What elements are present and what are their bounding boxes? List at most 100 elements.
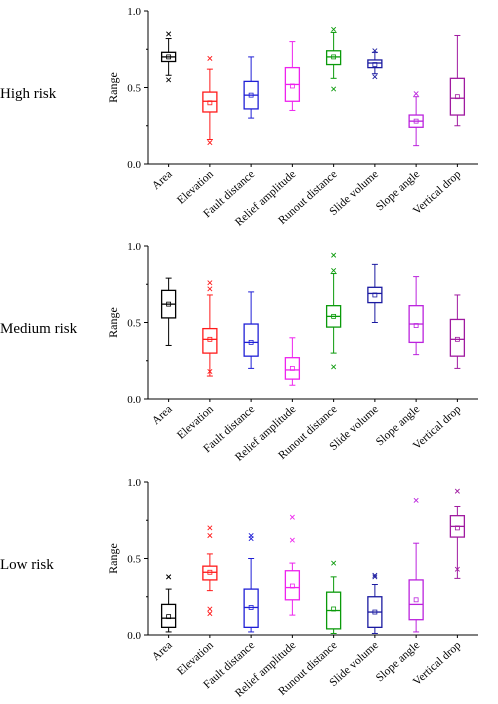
outlier-marker: [372, 74, 378, 80]
y-tick-label: 0.0: [127, 630, 141, 642]
mean-marker: [331, 313, 337, 319]
mean-marker: [166, 614, 172, 620]
outlier-marker: [207, 533, 213, 539]
iqr-box: [284, 357, 301, 380]
x-tick-label: Elevation: [175, 168, 216, 207]
outlier-stroke: [331, 86, 337, 92]
mean-marker: [413, 323, 419, 328]
outlier-marker: [372, 574, 378, 580]
outlier-marker: [289, 514, 295, 520]
outlier-marker: [331, 26, 337, 32]
mean-marker: [248, 339, 254, 345]
outlier-marker: [166, 31, 172, 37]
outlier-stroke: [331, 26, 337, 32]
outlier-stroke: [207, 368, 213, 374]
outlier-stroke: [331, 267, 337, 273]
mean-marker: [289, 83, 295, 89]
y-tick-label: 1.0: [127, 477, 141, 489]
outlier-stroke: [207, 55, 213, 61]
box-slide-volume: [367, 572, 383, 634]
box-fault-distance: [243, 56, 259, 119]
outlier-marker: [207, 140, 213, 146]
box-slope-angle: [408, 91, 424, 147]
mean-marker: [207, 569, 213, 575]
outlier-stroke: [207, 611, 213, 617]
box-vertical-drop: [449, 294, 466, 369]
outlier-stroke: [372, 574, 378, 580]
box-elevation: [202, 55, 218, 146]
box-elevation: [202, 280, 218, 377]
iqr-box: [202, 565, 218, 581]
y-tick-label: 1.0: [127, 6, 141, 18]
mean-marker: [207, 100, 213, 106]
outlier-stroke: [413, 497, 419, 503]
y-tick-label: 1.0: [127, 241, 141, 253]
mean-marker: [248, 92, 254, 98]
outlier-stroke: [248, 536, 254, 542]
outlier-stroke: [372, 48, 378, 54]
panel-label-high-risk: High risk: [0, 86, 57, 102]
mean-marker: [413, 118, 419, 124]
iqr-box: [449, 77, 466, 116]
outlier-stroke: [331, 364, 337, 370]
x-tick-label: Area: [150, 168, 175, 192]
x-tick-label: Area: [150, 639, 175, 663]
mean-marker: [372, 62, 378, 67]
box-elevation: [202, 525, 218, 617]
box-area: [160, 277, 177, 346]
outlier-marker: [289, 537, 295, 543]
outlier-marker: [372, 48, 378, 54]
outlier-marker: [331, 267, 337, 273]
mean-marker: [454, 94, 460, 100]
y-tick-label: 0.5: [127, 318, 141, 330]
box-runout-distance: [325, 560, 342, 634]
box-fault-distance: [243, 533, 259, 633]
outlier-stroke: [207, 140, 213, 146]
outlier-stroke: [372, 74, 378, 80]
outlier-stroke: [207, 533, 213, 539]
iqr-box: [449, 318, 466, 357]
mean-marker: [207, 336, 213, 342]
outlier-marker: [166, 574, 172, 580]
iqr-box: [408, 579, 424, 621]
box-slide-volume: [367, 263, 383, 323]
y-tick-label: 0.0: [127, 394, 141, 406]
outlier-marker: [331, 86, 337, 92]
mean-marker: [372, 609, 378, 615]
x-tick-label: Elevation: [175, 639, 216, 678]
iqr-box: [367, 286, 383, 304]
outlier-marker: [207, 611, 213, 617]
mean-marker: [454, 336, 460, 342]
outlier-stroke: [331, 252, 337, 258]
outlier-marker: [454, 566, 460, 572]
box-area: [160, 31, 177, 83]
outlier-stroke: [207, 286, 213, 292]
iqr-box: [325, 50, 342, 66]
box-slope-angle: [408, 276, 424, 356]
x-tick-label: Elevation: [175, 403, 216, 442]
outlier-marker: [454, 488, 460, 494]
outlier-stroke: [166, 77, 172, 83]
mean-marker: [248, 605, 254, 610]
x-tick-label: Area: [150, 403, 175, 427]
outlier-stroke: [454, 566, 460, 572]
box-relief-amplitude: [284, 514, 301, 616]
outlier-stroke: [454, 488, 460, 494]
box-vertical-drop: [449, 34, 466, 127]
mean-marker: [454, 525, 460, 531]
outlier-stroke: [289, 537, 295, 543]
outlier-marker: [413, 497, 419, 503]
iqr-box: [202, 91, 218, 113]
outlier-marker: [207, 368, 213, 374]
outlier-marker: [207, 525, 213, 531]
panel-label-low-risk: Low risk: [0, 557, 54, 573]
outlier-marker: [207, 286, 213, 292]
box-slope-angle: [408, 497, 424, 633]
panel-label-medium-risk: Medium risk: [0, 321, 78, 337]
outlier-marker: [372, 572, 378, 578]
mean-marker: [166, 301, 172, 307]
outlier-marker: [207, 280, 213, 286]
